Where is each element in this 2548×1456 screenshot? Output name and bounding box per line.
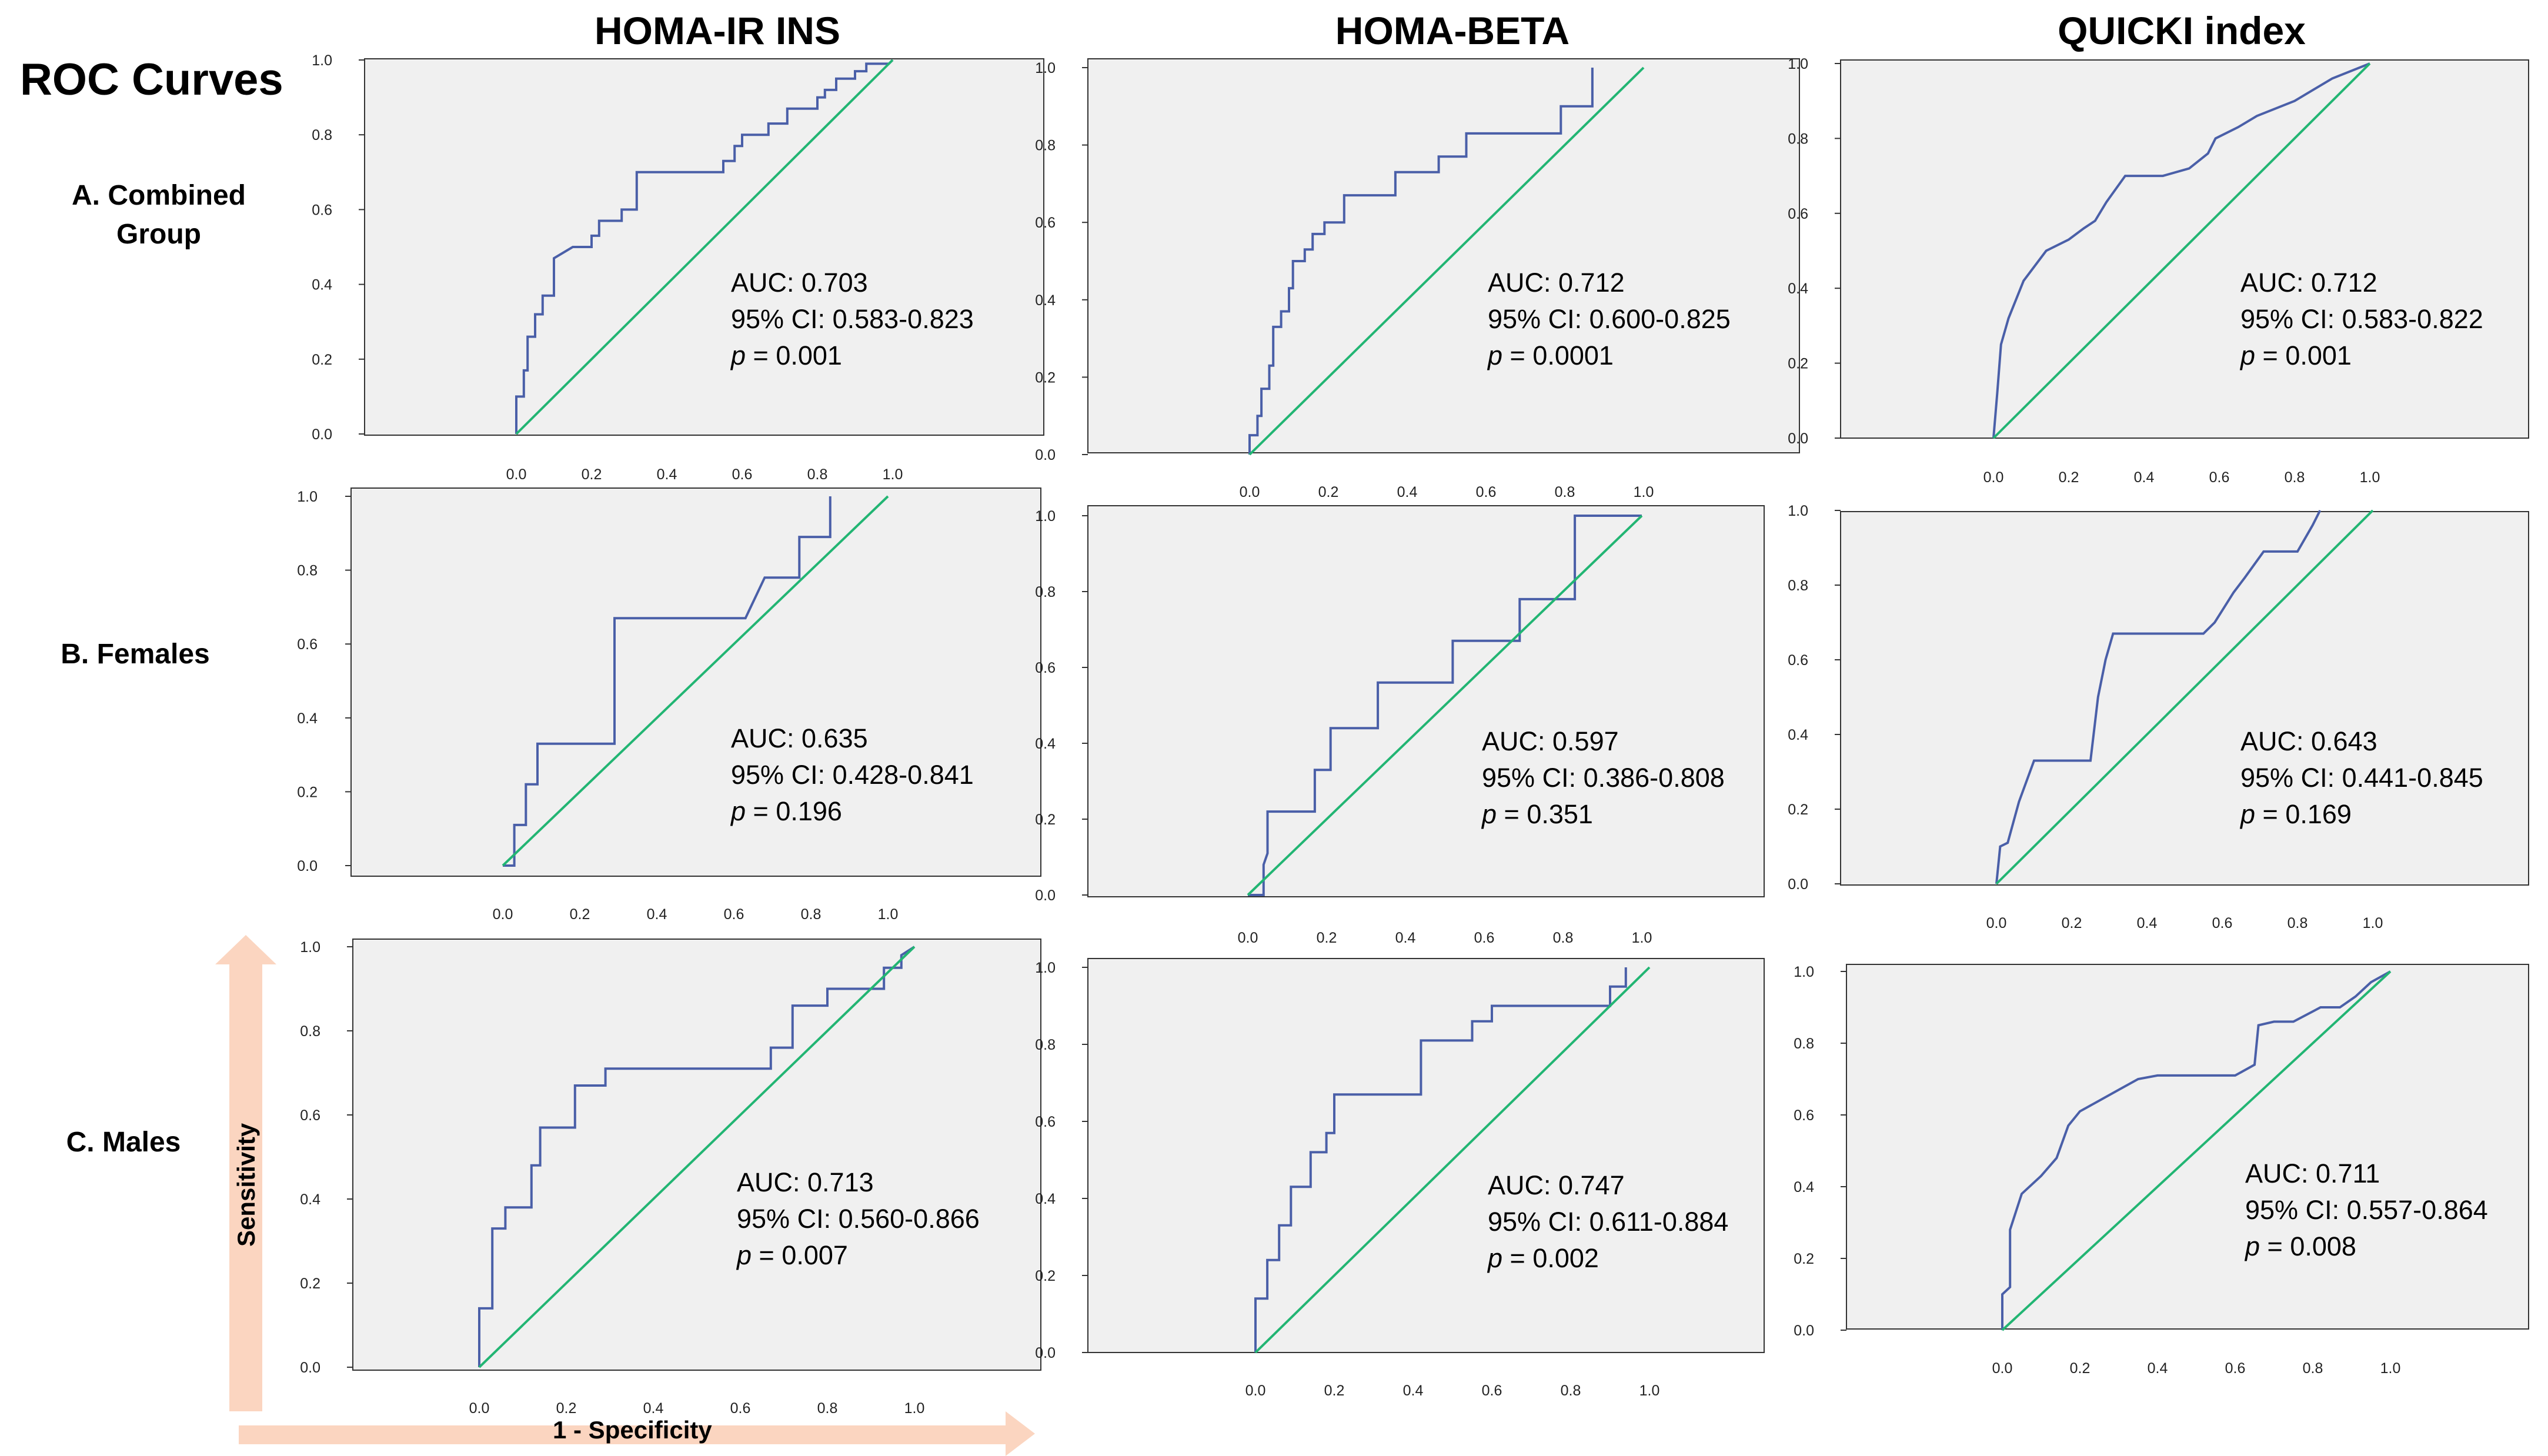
- row-label-females: B. Females: [61, 639, 210, 670]
- p-value: p = 0.008: [2245, 1228, 2488, 1265]
- p-number: = 0.001: [746, 340, 842, 370]
- auc-value: AUC: 0.713: [737, 1167, 874, 1197]
- p-symbol: p: [731, 796, 746, 826]
- p-number: = 0.007: [752, 1240, 848, 1270]
- stats-block: AUC: 0.703 95% CI: 0.583-0.823 p = 0.001: [731, 265, 974, 374]
- p-symbol: p: [731, 340, 746, 370]
- p-number: = 0.196: [746, 796, 842, 826]
- p-symbol: p: [2240, 340, 2256, 370]
- p-value: p = 0.196: [731, 793, 974, 830]
- p-number: = 0.169: [2255, 799, 2352, 829]
- x-axis-title: 1 - Specificity: [553, 1416, 712, 1444]
- p-number: = 0.0001: [1502, 340, 1614, 370]
- ci-value: 95% CI: 0.600-0.825: [1488, 304, 1731, 334]
- column-title-homa-beta: HOMA-BETA: [1335, 9, 1570, 52]
- p-symbol: p: [1482, 799, 1497, 829]
- p-symbol: p: [2240, 799, 2256, 829]
- stats-block: AUC: 0.713 95% CI: 0.560-0.866 p = 0.007: [737, 1164, 980, 1274]
- auc-value: AUC: 0.747: [1488, 1170, 1625, 1200]
- sensitivity-arrow: [215, 935, 276, 1411]
- stats-block: AUC: 0.597 95% CI: 0.386-0.808 p = 0.351: [1482, 723, 1725, 833]
- ci-value: 95% CI: 0.386-0.808: [1482, 763, 1725, 793]
- stats-block: AUC: 0.712 95% CI: 0.600-0.825 p = 0.0001: [1488, 265, 1731, 374]
- stats-block: AUC: 0.635 95% CI: 0.428-0.841 p = 0.196: [731, 720, 974, 830]
- row-label-combined: A. Combined Group: [72, 180, 246, 250]
- auc-value: AUC: 0.597: [1482, 726, 1619, 756]
- ci-value: 95% CI: 0.583-0.823: [731, 304, 974, 334]
- p-symbol: p: [737, 1240, 752, 1270]
- ci-value: 95% CI: 0.428-0.841: [731, 760, 974, 790]
- p-number: = 0.001: [2255, 340, 2352, 370]
- y-axis-title: Sensitivity: [232, 1123, 260, 1247]
- p-value: p = 0.007: [737, 1237, 980, 1274]
- ci-value: 95% CI: 0.611-0.884: [1488, 1207, 1729, 1237]
- ci-value: 95% CI: 0.441-0.845: [2240, 763, 2483, 793]
- p-value: p = 0.001: [731, 338, 974, 374]
- p-number: = 0.351: [1497, 799, 1593, 829]
- auc-value: AUC: 0.712: [1488, 268, 1625, 298]
- figure-title: ROC Curves: [20, 55, 283, 105]
- auc-value: AUC: 0.635: [731, 723, 868, 753]
- p-number: = 0.008: [2260, 1231, 2356, 1261]
- ci-value: 95% CI: 0.583-0.822: [2240, 304, 2483, 334]
- auc-value: AUC: 0.712: [2240, 268, 2377, 298]
- p-value: p = 0.001: [2240, 338, 2483, 374]
- p-value: p = 0.351: [1482, 796, 1725, 833]
- ci-value: 95% CI: 0.560-0.866: [737, 1204, 980, 1234]
- stats-block: AUC: 0.747 95% CI: 0.611-0.884 p = 0.002: [1488, 1167, 1728, 1277]
- column-title-quicki: QUICKI index: [2058, 9, 2306, 52]
- p-symbol: p: [1488, 340, 1503, 370]
- p-value: p = 0.002: [1488, 1240, 1728, 1277]
- row-label-males: C. Males: [66, 1127, 181, 1158]
- stats-block: AUC: 0.643 95% CI: 0.441-0.845 p = 0.169: [2240, 723, 2483, 833]
- stats-block: AUC: 0.711 95% CI: 0.557-0.864 p = 0.008: [2245, 1156, 2488, 1265]
- ci-value: 95% CI: 0.557-0.864: [2245, 1195, 2488, 1225]
- column-title-homa-ir: HOMA-IR INS: [595, 9, 840, 52]
- p-symbol: p: [1488, 1243, 1503, 1273]
- auc-value: AUC: 0.711: [2245, 1158, 2380, 1188]
- auc-value: AUC: 0.643: [2240, 726, 2377, 756]
- p-number: = 0.002: [1502, 1243, 1599, 1273]
- p-value: p = 0.0001: [1488, 338, 1731, 374]
- p-value: p = 0.169: [2240, 796, 2483, 833]
- stats-block: AUC: 0.712 95% CI: 0.583-0.822 p = 0.001: [2240, 265, 2483, 374]
- auc-value: AUC: 0.703: [731, 268, 868, 298]
- specificity-arrow: [239, 1411, 1035, 1456]
- p-symbol: p: [2245, 1231, 2260, 1261]
